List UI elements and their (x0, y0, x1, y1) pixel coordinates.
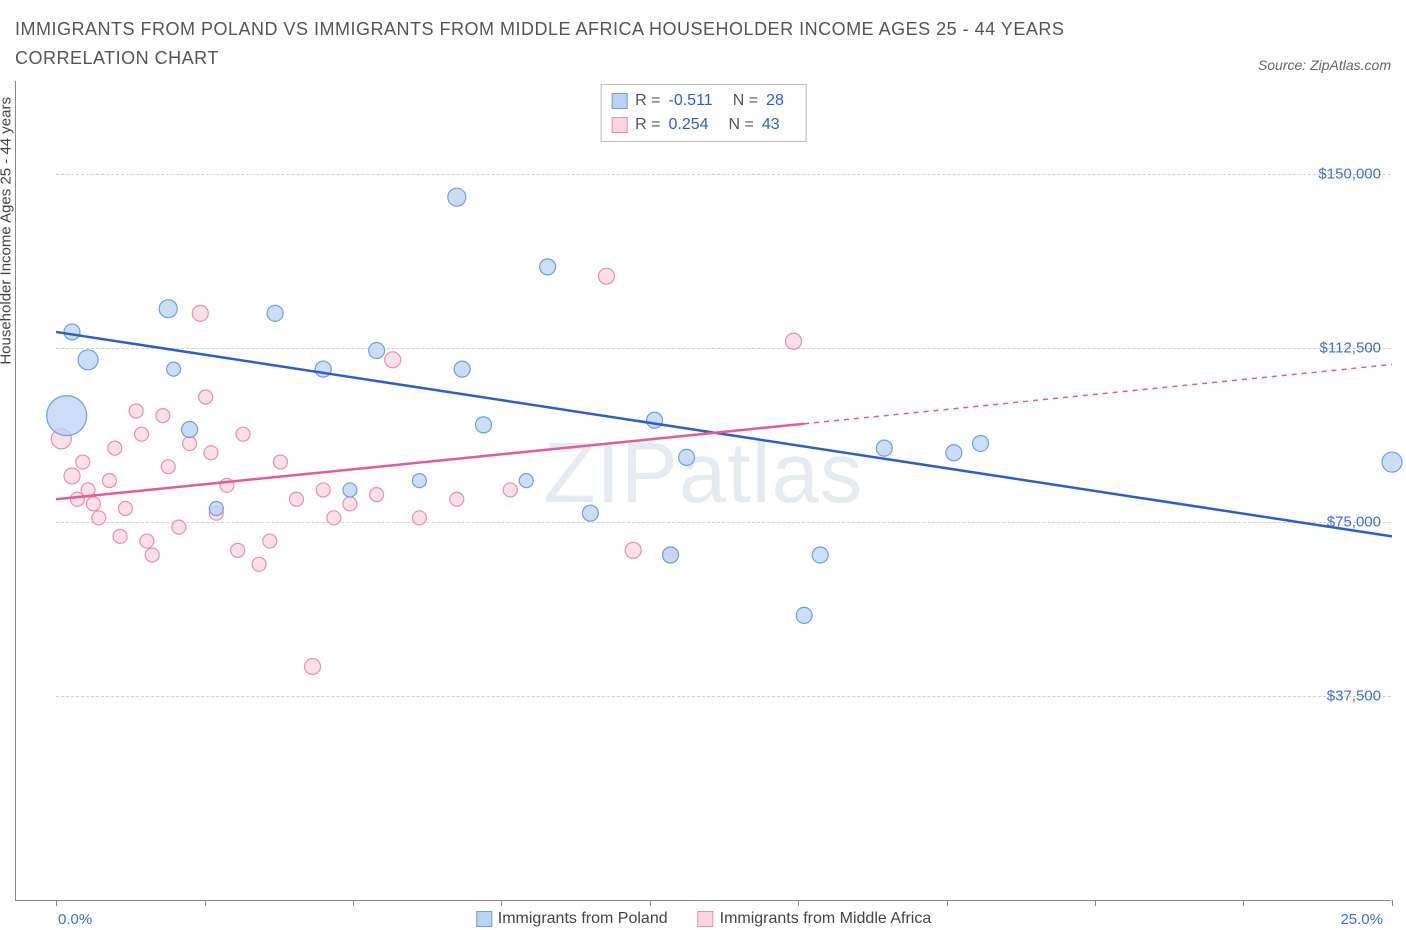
scatter-point (47, 395, 87, 435)
x-tick-min: 0.0% (58, 911, 92, 928)
trend-line-dashed (804, 364, 1392, 423)
scatter-point (289, 492, 303, 506)
scatter-point (113, 529, 127, 543)
scatter-point (663, 547, 679, 563)
scatter-point (385, 351, 401, 367)
scatter-point (159, 299, 177, 317)
scatter-point (167, 362, 181, 376)
scatter-point (812, 547, 828, 563)
scatter-point (647, 412, 663, 428)
scatter-point (263, 534, 277, 548)
scatter-point (450, 492, 464, 506)
scatter-point (231, 543, 245, 557)
scatter-point (156, 408, 170, 422)
scatter-point (316, 483, 330, 497)
swatch-series-1 (611, 93, 627, 109)
scatter-point (1382, 452, 1402, 472)
legend-item-2: Immigrants from Middle Africa (698, 910, 932, 928)
scatter-point (412, 510, 426, 524)
n-label-1: N = (733, 89, 758, 113)
scatter-point (64, 468, 80, 484)
n-value-1: 28 (766, 89, 784, 113)
scatter-point (343, 483, 357, 497)
scatter-point (327, 510, 341, 524)
scatter-point (412, 473, 426, 487)
scatter-point (679, 449, 695, 465)
r-label-1: R = (635, 89, 660, 113)
legend-bottom: Immigrants from Poland Immigrants from M… (476, 910, 931, 928)
chart-source: Source: ZipAtlas.com (1258, 57, 1391, 73)
stats-row-2: R = 0.254 N = 43 (611, 113, 796, 137)
scatter-point (448, 188, 466, 206)
scatter-point (86, 496, 100, 510)
scatter-point (92, 510, 106, 524)
scatter-point (183, 436, 197, 450)
r-label-2: R = (635, 113, 660, 137)
scatter-point (476, 416, 492, 432)
scatter-point (78, 349, 98, 369)
scatter-point (76, 455, 90, 469)
n-value-2: 43 (762, 113, 780, 137)
scatter-point (343, 496, 357, 510)
scatter-point (454, 361, 470, 377)
scatter-point (118, 501, 132, 515)
scatter-point (369, 342, 385, 358)
trend-line (56, 332, 1392, 536)
scatter-point (172, 520, 186, 534)
scatter-point (135, 427, 149, 441)
scatter-point (305, 658, 321, 674)
scatter-point (252, 557, 266, 571)
legend-swatch-1 (476, 911, 492, 927)
scatter-point (796, 607, 812, 623)
scatter-point (182, 421, 198, 437)
scatter-point (108, 441, 122, 455)
chart-header: IMMIGRANTS FROM POLAND VS IMMIGRANTS FRO… (15, 15, 1391, 73)
scatter-point (370, 487, 384, 501)
chart-container: Householder Income Ages 25 - 44 years $3… (15, 81, 1391, 901)
legend-swatch-2 (698, 911, 714, 927)
scatter-point (946, 444, 962, 460)
scatter-point (236, 427, 250, 441)
scatter-point (199, 390, 213, 404)
r-value-1: -0.511 (669, 89, 713, 113)
scatter-point (876, 440, 892, 456)
scatter-point (140, 534, 154, 548)
scatter-point (625, 542, 641, 558)
scatter-point (598, 268, 614, 284)
scatter-point (192, 305, 208, 321)
scatter-point (102, 473, 116, 487)
scatter-point (273, 455, 287, 469)
scatter-point (145, 548, 159, 562)
scatter-point (540, 258, 556, 274)
chart-title: IMMIGRANTS FROM POLAND VS IMMIGRANTS FRO… (15, 15, 1165, 73)
scatter-point (582, 505, 598, 521)
legend-label-1: Immigrants from Poland (498, 910, 668, 928)
scatter-point (267, 305, 283, 321)
scatter-point (64, 324, 80, 340)
scatter-point (204, 445, 218, 459)
scatter-point (785, 333, 801, 349)
r-value-2: 0.254 (669, 113, 709, 137)
scatter-point (161, 459, 175, 473)
scatter-point (129, 404, 143, 418)
plot-svg (56, 81, 1391, 870)
legend-item-1: Immigrants from Poland (476, 910, 668, 928)
n-label-2: N = (729, 113, 754, 137)
swatch-series-2 (611, 117, 627, 133)
scatter-point (973, 435, 989, 451)
scatter-point (519, 473, 533, 487)
scatter-point (503, 483, 517, 497)
stats-box: R = -0.511 N = 28 R = 0.254 N = 43 (600, 84, 807, 142)
stats-row-1: R = -0.511 N = 28 (611, 89, 796, 113)
x-tick-max: 25.0% (1340, 911, 1383, 928)
y-axis-label: Householder Income Ages 25 - 44 years (0, 97, 15, 365)
scatter-point (209, 501, 223, 515)
legend-label-2: Immigrants from Middle Africa (720, 910, 932, 928)
